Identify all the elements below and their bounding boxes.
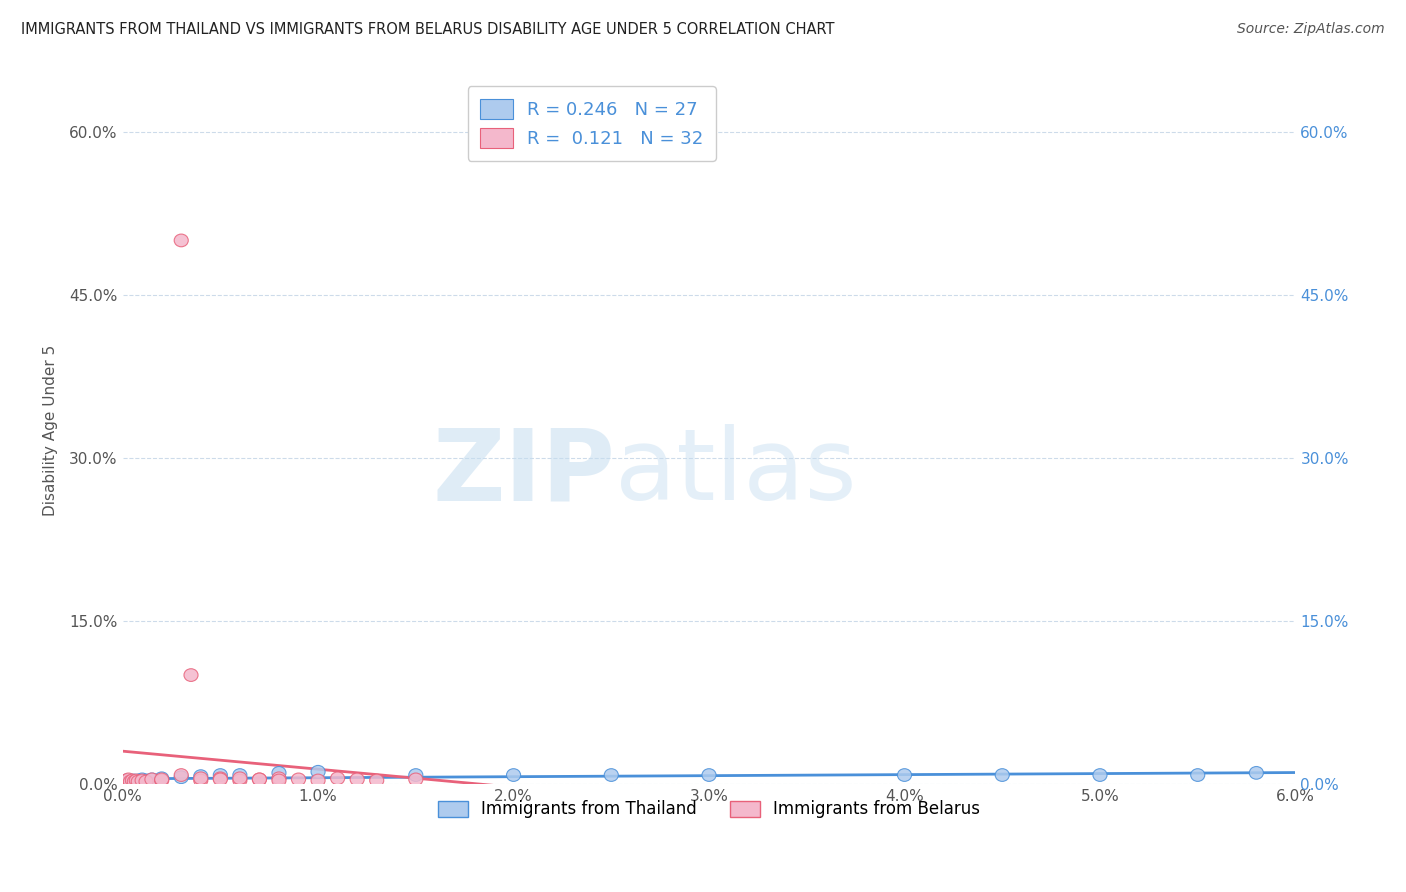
Ellipse shape: [194, 770, 208, 782]
Ellipse shape: [128, 774, 142, 787]
Ellipse shape: [145, 773, 159, 786]
Ellipse shape: [233, 772, 247, 785]
Ellipse shape: [291, 773, 305, 786]
Legend: Immigrants from Thailand, Immigrants from Belarus: Immigrants from Thailand, Immigrants fro…: [432, 794, 987, 825]
Ellipse shape: [702, 769, 716, 781]
Ellipse shape: [174, 234, 188, 247]
Ellipse shape: [139, 774, 153, 787]
Text: ZIP: ZIP: [432, 425, 616, 522]
Ellipse shape: [1092, 769, 1107, 781]
Ellipse shape: [995, 769, 1010, 781]
Text: IMMIGRANTS FROM THAILAND VS IMMIGRANTS FROM BELARUS DISABILITY AGE UNDER 5 CORRE: IMMIGRANTS FROM THAILAND VS IMMIGRANTS F…: [21, 22, 835, 37]
Ellipse shape: [311, 765, 325, 778]
Ellipse shape: [174, 769, 188, 781]
Ellipse shape: [118, 775, 132, 788]
Ellipse shape: [135, 773, 149, 786]
Y-axis label: Disability Age Under 5: Disability Age Under 5: [44, 345, 58, 516]
Ellipse shape: [897, 769, 911, 781]
Ellipse shape: [214, 772, 228, 785]
Ellipse shape: [350, 773, 364, 786]
Ellipse shape: [253, 773, 267, 786]
Ellipse shape: [131, 774, 145, 787]
Ellipse shape: [194, 774, 208, 787]
Ellipse shape: [233, 769, 247, 781]
Ellipse shape: [118, 775, 132, 788]
Ellipse shape: [214, 773, 228, 786]
Ellipse shape: [271, 766, 285, 780]
Ellipse shape: [125, 774, 139, 787]
Text: atlas: atlas: [616, 425, 856, 522]
Ellipse shape: [139, 775, 153, 788]
Ellipse shape: [311, 774, 325, 787]
Ellipse shape: [271, 774, 285, 787]
Ellipse shape: [370, 774, 384, 787]
Ellipse shape: [1250, 766, 1264, 780]
Ellipse shape: [155, 774, 169, 787]
Ellipse shape: [1191, 769, 1205, 781]
Ellipse shape: [120, 774, 134, 787]
Ellipse shape: [409, 769, 423, 781]
Ellipse shape: [145, 773, 159, 786]
Text: Source: ZipAtlas.com: Source: ZipAtlas.com: [1237, 22, 1385, 37]
Ellipse shape: [605, 769, 619, 781]
Ellipse shape: [124, 775, 138, 788]
Ellipse shape: [184, 669, 198, 681]
Ellipse shape: [121, 773, 135, 786]
Ellipse shape: [129, 774, 143, 787]
Ellipse shape: [128, 775, 142, 788]
Ellipse shape: [155, 772, 169, 785]
Ellipse shape: [124, 774, 138, 787]
Ellipse shape: [214, 769, 228, 781]
Ellipse shape: [253, 773, 267, 786]
Ellipse shape: [155, 773, 169, 786]
Ellipse shape: [233, 774, 247, 787]
Ellipse shape: [125, 775, 139, 788]
Ellipse shape: [330, 772, 344, 785]
Ellipse shape: [409, 773, 423, 786]
Ellipse shape: [131, 775, 145, 788]
Ellipse shape: [135, 774, 149, 787]
Ellipse shape: [129, 775, 143, 788]
Ellipse shape: [194, 772, 208, 785]
Ellipse shape: [506, 769, 520, 781]
Ellipse shape: [271, 772, 285, 785]
Ellipse shape: [174, 771, 188, 783]
Ellipse shape: [121, 775, 135, 788]
Ellipse shape: [120, 774, 134, 787]
